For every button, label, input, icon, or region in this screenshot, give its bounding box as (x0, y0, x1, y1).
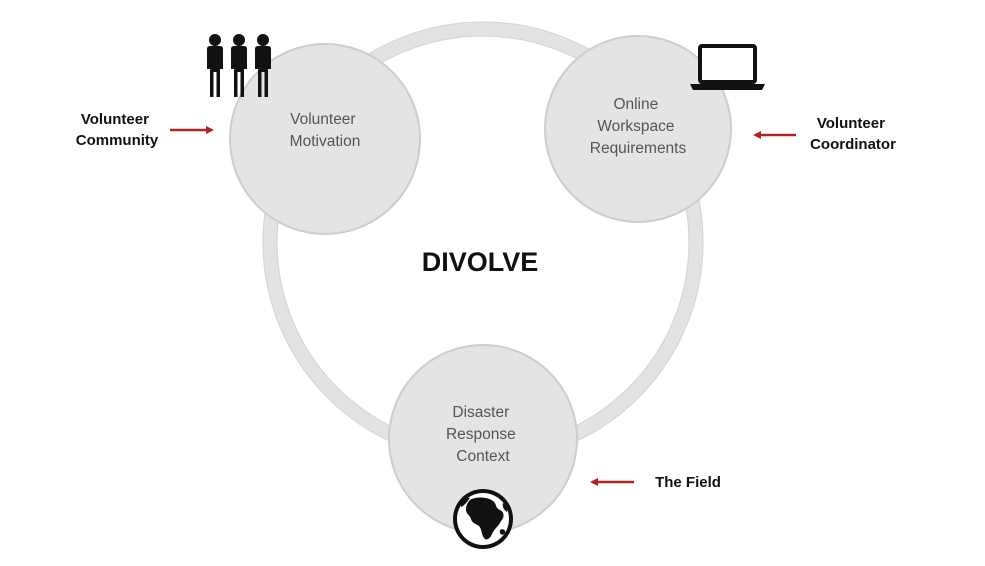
node-label: Disaster Response Context (446, 404, 520, 465)
input-label: Volunteer Community (76, 111, 159, 149)
laptop-icon (690, 44, 765, 90)
node-online-workspace-requirements: Online Workspace Requirements (544, 35, 732, 223)
node-circle (544, 35, 732, 223)
input-the-field: The Field (590, 474, 721, 491)
people-icon (207, 34, 271, 97)
node-label-line: Context (456, 448, 510, 465)
input-label-line: Community (76, 132, 159, 149)
input-label-line: Volunteer (817, 115, 885, 132)
input-label: The Field (655, 474, 721, 491)
node-disaster-response-context: Disaster Response Context (388, 344, 578, 534)
diagram-title: DIVOLVE (422, 247, 539, 277)
node-circle (229, 43, 421, 235)
node-label-line: Volunteer (290, 111, 356, 128)
node-label-line: Disaster (452, 404, 509, 421)
node-label-line: Online (613, 96, 658, 113)
input-label-line: Volunteer (81, 111, 149, 128)
input-label-line: Coordinator (810, 136, 896, 153)
node-label-line: Motivation (290, 133, 361, 150)
input-label: Volunteer Coordinator (810, 115, 896, 153)
node-label: Volunteer Motivation (290, 111, 361, 150)
node-label-line: Workspace (597, 118, 674, 135)
node-label: Online Workspace Requirements (590, 96, 687, 157)
node-volunteer-motivation: Volunteer Motivation (229, 43, 421, 235)
node-label-line: Response (446, 426, 516, 443)
input-volunteer-coordinator: Volunteer Coordinator (753, 115, 896, 153)
node-label-line: Requirements (590, 140, 687, 157)
globe-icon (453, 489, 513, 549)
input-volunteer-community: Volunteer Community (76, 111, 214, 149)
